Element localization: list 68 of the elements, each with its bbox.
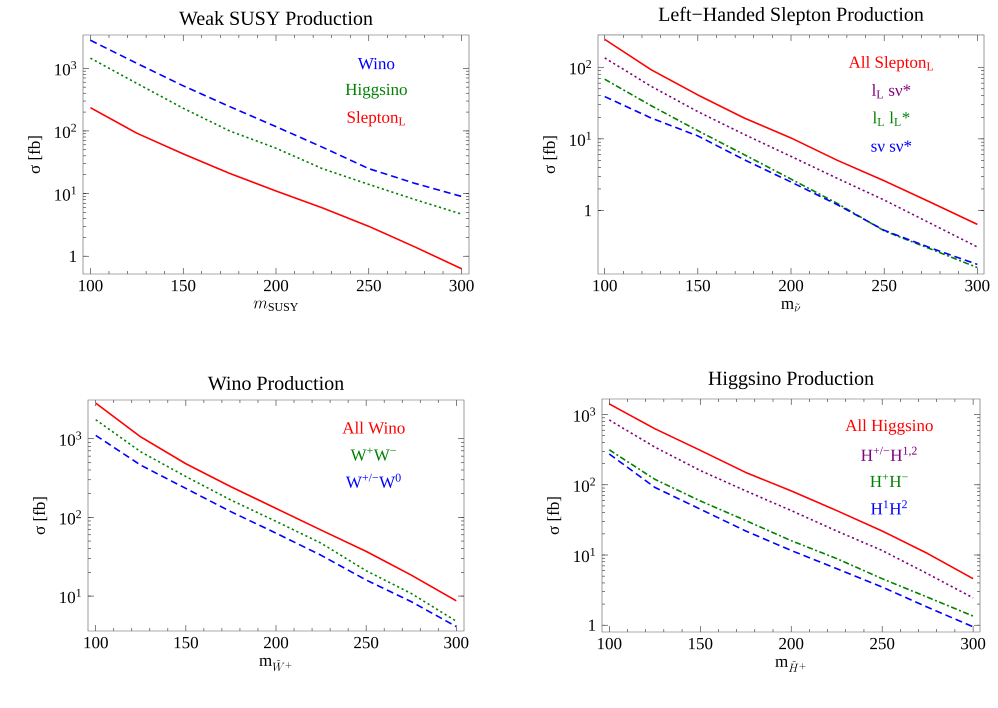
text: Higgsino: [346, 84, 407, 99]
text: sν sν*: [871, 140, 912, 152]
line-series: [608, 419, 974, 599]
chart-title: Weak SUSY Production: [179, 10, 373, 26]
y-axis-title: σ [fb]: [546, 497, 562, 534]
line-series: [90, 39, 462, 198]
text: Slepton$_{L}$: [348, 110, 406, 126]
text: All Slepton$_{L}$: [848, 56, 934, 72]
text: l$_{L}$ l$_{L}$*: [872, 111, 910, 126]
y-tick-label: 10$^{2}$: [574, 478, 595, 492]
x-tick-label: 100: [79, 280, 103, 292]
y-tick-label: 10$^{1}$: [60, 588, 81, 604]
line-series: [90, 106, 462, 270]
text: W$^{+}$W$^{−}$: [350, 448, 396, 461]
x-tick-label: 250: [356, 280, 381, 292]
x-tick-label: 100: [84, 636, 108, 648]
chart-title: Higgsino Production: [708, 370, 874, 390]
y-tick-label: 10$^{1}$: [570, 132, 591, 146]
y-tick-label: 1: [585, 204, 592, 216]
y-tick-label: 10$^{2}$: [60, 510, 81, 525]
y-tick-label: 10$^{3}$: [60, 432, 82, 446]
y-tick-label: 10$^{2}$: [570, 60, 591, 74]
chart-title: Wino Production: [208, 376, 344, 390]
x-tick-label: 200: [779, 280, 804, 292]
text: All Wino: [342, 422, 405, 434]
text: H$^{1}$H$^{2}$: [871, 500, 907, 514]
y-axis-title: σ [fb]: [542, 136, 558, 174]
x-tick-label: 150: [688, 638, 712, 650]
y-axis-title: σ [fb]: [32, 497, 48, 534]
x-tick-label: 200: [264, 636, 288, 648]
x-tick-label: 250: [870, 638, 894, 650]
y-tick-label: 10$^{3}$: [55, 61, 76, 76]
y-tick-label: 1: [589, 620, 596, 631]
x-axis-title: $\mathrm{m}_{\tilde{W}^{+}}$: [259, 658, 292, 672]
x-tick-label: 300: [961, 638, 986, 650]
x-tick-label: 250: [354, 636, 378, 648]
text: W$^{+/−}$W$^{0}$: [346, 474, 401, 488]
line-series: [94, 402, 458, 602]
text: H$^{+/−}$H$^{1,2}$: [861, 446, 917, 461]
y-tick-label: 10$^{1}$: [574, 548, 595, 562]
text: H$^{+}$H$^{−}$: [870, 474, 908, 488]
line-series: [608, 403, 974, 580]
x-tick-label: 300: [444, 636, 468, 648]
x-tick-label: 100: [593, 280, 617, 292]
x-tick-label: 300: [450, 280, 474, 292]
text: Wino: [358, 58, 394, 70]
x-tick-label: 150: [686, 280, 710, 292]
chart-title: Left−Handed Slepton Production: [658, 6, 924, 26]
y-tick-label: 1: [70, 250, 76, 262]
y-axis-title: σ [fb]: [28, 136, 42, 174]
y-tick-label: 10$^{1}$: [55, 186, 76, 201]
x-tick-label: 200: [779, 638, 804, 650]
line-series: [604, 57, 978, 248]
x-axis-title: $m_{\mathrm{SUSY}}$: [254, 300, 298, 311]
line-series: [90, 57, 462, 215]
x-tick-label: 150: [172, 280, 196, 292]
x-axis-title: $\mathrm{m}_{\tilde{H}^{+}}$: [775, 658, 806, 672]
y-tick-label: 10$^{3}$: [574, 407, 596, 422]
y-tick-label: 10$^{2}$: [55, 124, 76, 138]
x-tick-label: 150: [174, 636, 198, 648]
x-axis-title: $\mathrm{m}_{\tilde{\nu}}$: [781, 300, 800, 312]
x-tick-label: 100: [598, 638, 622, 650]
x-tick-label: 250: [872, 280, 896, 292]
text: All Higgsino: [845, 419, 933, 435]
line-series: [604, 38, 978, 226]
x-tick-label: 200: [264, 280, 288, 292]
text: l$_{L}$ sν*: [872, 84, 910, 98]
x-tick-label: 300: [965, 280, 990, 292]
